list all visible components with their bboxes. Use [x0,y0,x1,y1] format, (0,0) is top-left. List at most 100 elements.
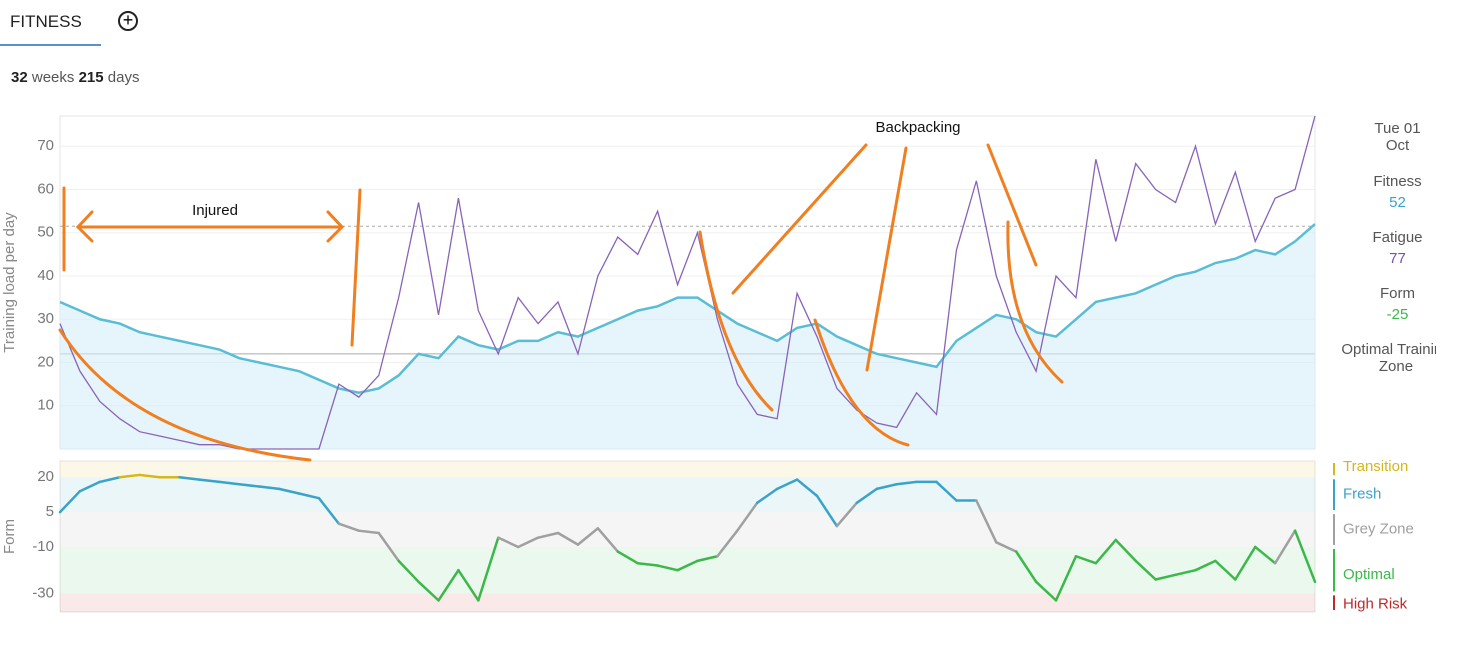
form-segment [377,531,400,563]
annotation-stroke [75,210,94,243]
form-segment [1214,559,1237,581]
y-tick-label: -10 [32,538,54,555]
y-tick-label: 10 [37,397,54,414]
form-segment [198,478,221,484]
form-segment [1134,559,1157,581]
zone-band [60,593,1315,612]
form-segment [975,499,998,544]
annotation-stroke [986,143,1038,267]
annotation-stroke [58,328,312,462]
form-segment [397,559,420,584]
form-segment [716,529,739,558]
form-segment [775,478,799,491]
form-segment [98,476,122,484]
form-segment [556,531,580,546]
y-tick-label: 50 [37,224,54,241]
line [59,223,1316,395]
form-segment [417,580,440,602]
annotation: Backpacking [875,119,960,136]
form-segment [1194,559,1217,572]
form-segment [576,527,600,546]
form-segment [835,501,859,528]
form-segment [616,550,639,565]
form-segment [696,554,719,563]
form-segment [636,561,659,567]
form-segment [935,480,958,502]
zone-label: High Risk [1343,596,1408,613]
zone-band [60,512,1315,547]
y-tick-label: 60 [37,180,54,197]
form-segment [1234,545,1257,581]
form-segment [516,536,540,549]
fatigue-label: Fatigue [1372,229,1423,246]
zone-swatch [1333,595,1335,610]
fitness-label: Fitness [1373,173,1422,190]
form-segment [58,489,82,514]
summary: 32 weeks 215 days [11,69,139,86]
annotation-stroke [1006,220,1064,384]
form-segment [297,492,321,500]
form-segment [736,501,759,532]
y-tick-label: 20 [37,353,54,370]
form-segment [1293,529,1317,584]
zone-swatch [1333,514,1335,545]
weeks: 32 [11,69,28,86]
form-segment [317,496,341,525]
add-button[interactable]: + [118,11,138,31]
zone-swatch [1333,548,1335,592]
form-segment [855,487,878,505]
annotation-stroke [326,210,345,243]
zone-band [60,546,1315,594]
form-segment [676,559,699,572]
annotation-stroke [698,230,774,412]
weeks-label: weeks [31,69,75,86]
annotation: Injured [192,202,238,219]
date-text: Tue 01 Oct [1374,120,1421,154]
form-segment [218,480,241,486]
form-segment [357,529,380,535]
annotation-stroke [350,188,362,347]
days-label: days [107,69,140,86]
form-segment [596,527,620,553]
form-segment [437,568,460,602]
form-segment [1054,554,1078,602]
form-segment [795,478,819,498]
y-tick-label: 30 [37,310,54,327]
zone-label: Transition [1343,458,1408,475]
tab[interactable]: FITNESS [10,12,82,31]
form-segment [477,536,500,602]
form-segment [536,531,560,539]
form-segment [337,522,361,532]
zone-label: Grey Zone [1343,520,1414,537]
zone-label-clip: Optimal Training Zone [1330,341,1436,375]
form-segment [277,487,301,495]
form-segment [257,485,281,491]
zone-label: Optimal Training Zone [1341,341,1436,375]
zone-label: Fresh [1343,486,1381,503]
y-axis-label: Training load per day [1,212,18,353]
y-tick-label: 20 [37,468,54,485]
form-segment [875,482,898,491]
form-segment [1174,568,1197,577]
zone-label: Optimal [1343,566,1395,583]
form-segment [457,568,480,602]
form-segment [755,487,779,505]
y-tick-label: -30 [32,584,54,601]
tab-underline [0,44,101,46]
form-segment [656,564,679,572]
form-segment [78,480,102,493]
zone-swatch [1333,479,1335,511]
form-segment [995,541,1018,553]
plot-frame [59,460,1316,613]
fitness-value: 52 [1389,194,1406,211]
form-value: -25 [1386,306,1409,323]
y-tick-label: 70 [37,137,54,154]
form-segment [1034,580,1058,602]
area [60,224,1315,449]
form-segment [815,494,839,528]
fatigue-value: 77 [1389,250,1406,267]
form-segment [497,536,520,549]
y-tick-label: 5 [46,503,54,520]
y-tick-label: 40 [37,267,54,284]
